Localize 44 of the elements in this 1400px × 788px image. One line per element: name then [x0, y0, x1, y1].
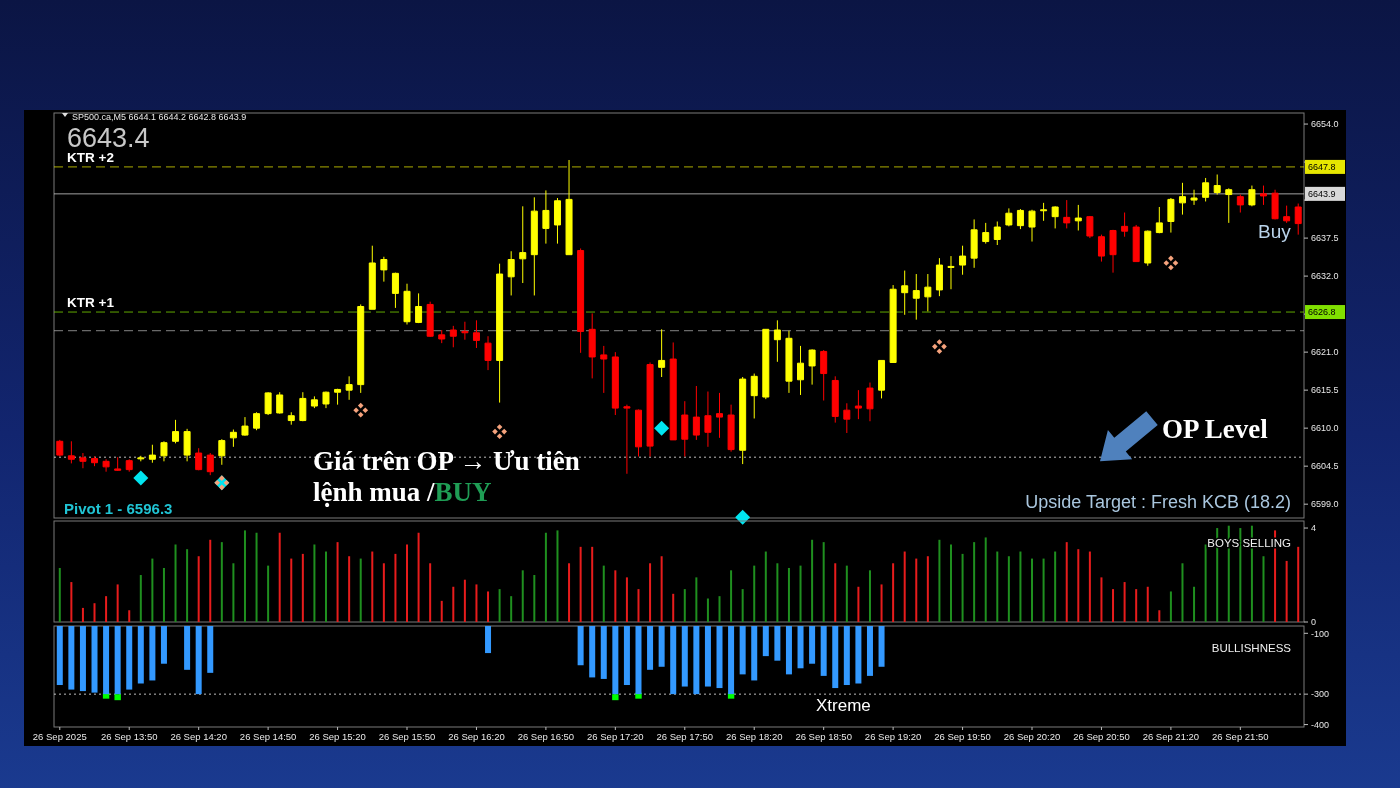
text: BULLISHNESS: [1211, 642, 1292, 654]
x-tick-label: 26 Sep 15:50: [378, 731, 436, 742]
x-tick-label: 26 Sep 21:50: [1212, 731, 1269, 742]
y-tick-label: 6610.0: [1311, 423, 1339, 434]
x-tick-label: 26 Sep 14:50: [239, 731, 297, 742]
x-tick-label: 26 Sep 18:50: [795, 731, 852, 742]
annotation: Buy: [1258, 221, 1292, 242]
chart-title: SP500.ca,M5 6644.1 6644.2 6642.8 6643.9: [72, 112, 247, 122]
y-tick-label: 0: [1311, 617, 1317, 628]
x-tick-label: 26 Sep 21:20: [1142, 731, 1200, 742]
x-tick-label: 26 Sep 18:20: [725, 731, 783, 742]
annotation: Pivot 1 - 6596.3: [64, 500, 173, 517]
annotation: Giá trên OP → Ưu tiên: [313, 446, 580, 476]
y-tick-label: 6654.0: [1311, 119, 1339, 130]
annotation: Upside Target : Fresh KCB (18.2): [1025, 492, 1291, 512]
x-tick-label: 26 Sep 14:20: [170, 731, 227, 742]
x-tick-label: 26 Sep 19:50: [934, 731, 991, 742]
y-tick-label: -300: [1311, 689, 1330, 700]
x-tick-label: 26 Sep 2025: [32, 731, 87, 742]
x-tick-label: 26 Sep 17:50: [656, 731, 714, 742]
y-tick-label: 6599.0: [1311, 499, 1339, 510]
x-tick-label: 26 Sep 17:20: [587, 731, 644, 742]
x-tick-label: 26 Sep 15:20: [309, 731, 366, 742]
y-tick-label: -100: [1311, 628, 1330, 639]
y-tick-label: 6637.5: [1311, 233, 1339, 244]
x-tick-label: 26 Sep 16:20: [448, 731, 505, 742]
annotation: Xtreme: [816, 696, 871, 716]
y-tick-label: 6621.0: [1311, 347, 1339, 358]
y-tick-label: 6615.5: [1311, 385, 1339, 396]
x-tick-label: 26 Sep 20:20: [1003, 731, 1061, 742]
annotation: OP Level: [1162, 414, 1269, 445]
x-tick-label: 26 Sep 20:50: [1073, 731, 1130, 742]
y-tick-label: 6632.0: [1311, 271, 1339, 282]
y-tick-label: 4: [1311, 523, 1317, 534]
y-tick-label: -400: [1311, 719, 1330, 730]
annotation: KTR +1: [67, 295, 115, 311]
y-tick-label: 6604.5: [1311, 461, 1339, 472]
ref-line-label: 6626.8: [1308, 307, 1336, 318]
x-tick-label: 26 Sep 16:50: [517, 731, 575, 742]
ref-line-label: 6643.9: [1308, 189, 1336, 200]
ref-line-label: 6647.8: [1308, 162, 1336, 173]
annotation: lệnh mua /BUY: [313, 477, 492, 507]
x-tick-label: 26 Sep 19:20: [864, 731, 922, 742]
x-tick-label: 26 Sep 13:50: [100, 731, 158, 742]
